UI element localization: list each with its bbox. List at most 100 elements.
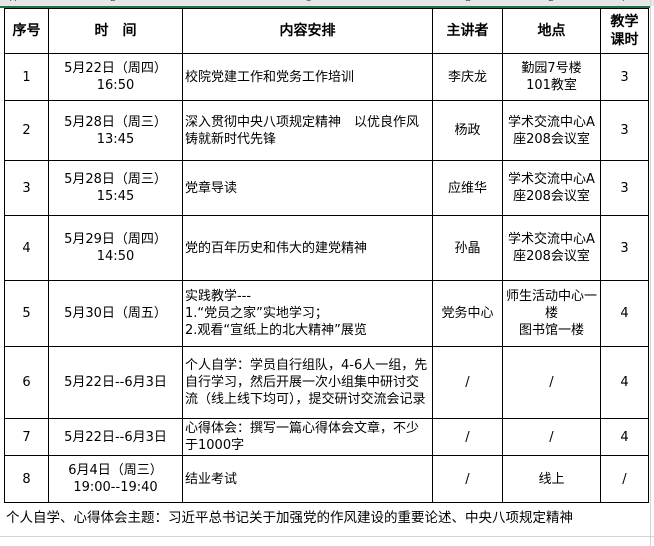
cell-place[interactable]: / [502,418,601,456]
cell-content-line: 党的百年历史和伟大的建党精神 [185,240,368,256]
cell-place-line: 图书馆一楼 [518,323,584,338]
footer-note[interactable]: 个人自学、心得体会主题：习近平总书记关于加强党的作风建设的重要论述、中央八项规定… [6,510,573,526]
cell-content[interactable]: 实践教学--- 1.“党员之家”实地学习； 2.观看“宣纸上的北大精神”展览 [182,280,433,347]
cell-time-line: 19:00--19:40 [73,480,158,495]
header-no[interactable]: 序号 [4,8,49,54]
cell-hours[interactable]: 3 [600,53,649,101]
cell-content-line: 个人自学：学员自行组队，4-6人一组，先自行学习，然后开展一次小组集中研讨交流（… [185,358,428,407]
cell-hours[interactable]: 3 [600,215,649,281]
cell-place[interactable]: 师生活动中心一楼图书馆一楼 [502,280,601,347]
cell-time[interactable]: 5月29日（周四） 14:50 [48,215,183,281]
column-letter[interactable]: E [548,0,554,4]
cell-speaker[interactable]: / [432,455,503,503]
cell-time[interactable]: 5月22日--6月3日 [48,346,183,419]
cell-speaker[interactable]: 应维华 [432,160,503,216]
schedule-table: 序号 时 间 内容安排 主讲者 地点 教学课时 1 5月22日（周四） 16:50 校… [4,8,649,503]
cell-place[interactable]: 线上 [502,455,601,503]
cell-speaker[interactable]: 孙晶 [432,215,503,281]
cell-hours[interactable]: 4 [600,418,649,456]
column-letter[interactable]: D [465,0,472,4]
cell-time[interactable]: 5月28日（周三） 13:45 [48,100,183,161]
cell-speaker[interactable]: / [432,346,503,419]
cell-no[interactable]: 3 [4,160,49,216]
table-row: 4 5月29日（周四） 14:50 党的百年历史和伟大的建党精神 孙晶 学术交流中心A座2… [4,215,649,281]
cell-place[interactable]: 学术交流中心A座208会议室 [502,160,601,216]
cell-time-line: 5月29日（周四） [64,232,167,247]
cell-place-line: 101教室 [526,78,577,93]
cell-time-line: 5月22日--6月3日 [64,375,167,390]
header-place[interactable]: 地点 [502,8,601,54]
cell-content-line: 校院党建工作和党务工作培训 [185,69,355,85]
cell-time[interactable]: 5月30日（周五） [48,280,183,347]
cell-place-line: 学术交流中心A座208会议室 [508,114,595,147]
table-row: 6 5月22日--6月3日 个人自学：学员自行组队，4-6人一组，先自行学习，然后开… [4,346,649,419]
column-letter[interactable]: B [110,0,116,4]
cell-time[interactable]: 5月22日--6月3日 [48,418,183,456]
cell-content[interactable]: 校院党建工作和党务工作培训 [182,53,433,101]
cell-time[interactable]: 5月22日（周四） 16:50 [48,53,183,101]
column-letter[interactable]: C [305,0,311,4]
cell-time-line: 5月22日--6月3日 [64,429,167,445]
cell-time-line: 6月4日（周三） [68,463,163,478]
cell-content[interactable]: 党的百年历史和伟大的建党精神 [182,215,433,281]
cell-time[interactable]: 6月4日（周三） 19:00--19:40 [48,455,183,503]
header-speaker[interactable]: 主讲者 [432,8,503,54]
column-letter[interactable]: A [10,0,16,4]
cell-place[interactable]: 学术交流中心A座208会议室 [502,215,601,281]
cell-content-line: 深入贯彻中央八项规定精神 以优良作风铸就新时代先锋 [185,114,420,147]
table-row: 3 5月28日（周三） 15:45 党章导读 应维华 学术交流中心A座208会议室 3 [4,160,649,216]
cell-hours[interactable]: 3 [600,160,649,216]
cell-speaker[interactable]: 李庆龙 [432,53,503,101]
cell-hours[interactable]: 4 [600,280,649,347]
cell-content[interactable]: 心得体会：撰写一篇心得体会文章，不少于1000字 [182,418,433,456]
cell-content-line: 心得体会：撰写一篇心得体会文章，不少于1000字 [185,421,420,453]
cell-no[interactable]: 6 [4,346,49,419]
cell-place[interactable]: / [502,346,601,419]
table-row: 5 5月30日（周五） 实践教学--- 1.“党员之家”实地学习； 2.观看“宣纸上的北… [4,280,649,347]
selection-border [0,6,650,8]
cell-content-line: 实践教学--- [185,289,252,304]
cell-hours[interactable]: / [600,455,649,503]
cell-time-line: 5月22日（周四） [64,61,167,76]
cell-no[interactable]: 5 [4,280,49,347]
cell-time-line: 14:50 [96,249,135,264]
cell-place-line: 学术交流中心A座208会议室 [508,232,595,264]
header-time[interactable]: 时 间 [48,8,183,54]
cell-time[interactable]: 5月28日（周三） 15:45 [48,160,183,216]
cell-hours[interactable]: 4 [600,346,649,419]
cell-no[interactable]: 4 [4,215,49,281]
cell-time-line: 5月30日（周五） [64,306,167,321]
cell-no[interactable]: 8 [4,455,49,503]
cell-time-line: 16:50 [96,78,135,93]
cell-speaker[interactable]: 党务中心 [432,280,503,347]
cell-no[interactable]: 2 [4,100,49,161]
cell-place-line: / [549,429,554,445]
column-letter[interactable]: F [622,0,627,4]
cell-no[interactable]: 1 [4,53,49,101]
table-row: 8 6月4日（周三） 19:00--19:40 结业考试 / 线上 / [4,455,649,503]
cell-content[interactable]: 个人自学：学员自行组队，4-6人一组，先自行学习，然后开展一次小组集中研讨交流（… [182,346,433,419]
cell-content[interactable]: 党章导读 [182,160,433,216]
table-row: 7 5月22日--6月3日 心得体会：撰写一篇心得体会文章，不少于1000字 / / 4 [4,418,649,456]
cell-content[interactable]: 结业考试 [182,455,433,503]
cell-speaker[interactable]: / [432,418,503,456]
cell-place-line: 线上 [538,471,565,487]
header-hours[interactable]: 教学课时 [600,8,649,54]
cell-content-line: 1.“党员之家”实地学习； [185,306,328,321]
cell-speaker[interactable]: 杨政 [432,100,503,161]
cell-place[interactable]: 勤园7号楼 101教室 [502,53,601,101]
cell-place-line: 学术交流中心A座208会议室 [508,172,595,204]
cell-place-line: 勤园7号楼 [521,61,582,76]
cell-time-line: 5月28日（周三） [64,172,167,187]
cell-content[interactable]: 深入贯彻中央八项规定精神 以优良作风铸就新时代先锋 [182,100,433,161]
cell-content-line: 党章导读 [185,180,238,196]
cell-place-line: 师生活动中心一楼 [505,289,597,321]
cell-time-line: 15:45 [96,189,135,204]
cell-place[interactable]: 学术交流中心A座208会议室 [502,100,601,161]
header-content[interactable]: 内容安排 [182,8,433,54]
cell-time-line: 5月28日（周三） [64,114,167,130]
header-row: 序号 时 间 内容安排 主讲者 地点 教学课时 [4,8,649,54]
table-row: 2 5月28日（周三） 13:45 深入贯彻中央八项规定精神 以优良作风铸就新时代先锋… [4,100,649,161]
cell-hours[interactable]: 3 [600,100,649,161]
cell-no[interactable]: 7 [4,418,49,456]
